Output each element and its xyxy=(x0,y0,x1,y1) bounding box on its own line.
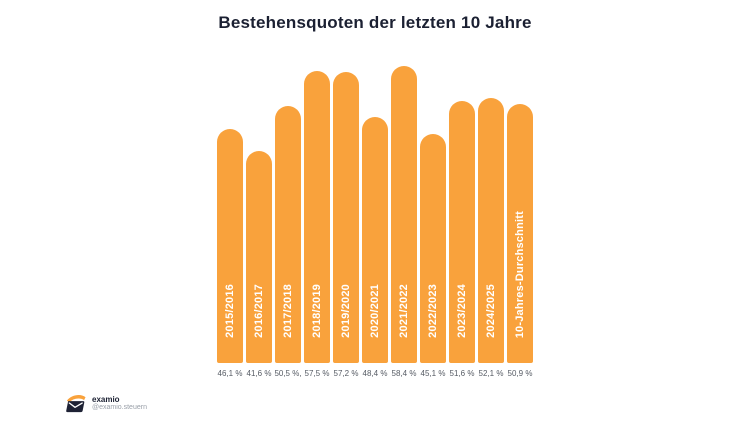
bar-value-label: 45,1 % xyxy=(420,369,446,378)
bar: 2022/2023 xyxy=(420,133,446,363)
bar: 2021/2022 xyxy=(391,66,417,363)
bar-category-label: 2024/2025 xyxy=(485,284,497,338)
bar-slot: 10-Jahres-Durchschnitt 50,9 % xyxy=(507,66,533,382)
bar-slot: 2015/2016 46,1 % xyxy=(217,66,243,382)
bar: 2018/2019 xyxy=(304,70,330,363)
bar-category-label: 2016/2017 xyxy=(253,284,265,338)
bar: 2016/2017 xyxy=(246,151,272,363)
bar-chart: 2015/2016 46,1 % 2016/2017 41,6 % 2017/2018 5… xyxy=(0,66,750,382)
bar-value-label: 50,5 %, xyxy=(274,369,302,378)
bar-category-label: 2019/2020 xyxy=(340,284,352,338)
bar: 2020/2021 xyxy=(362,116,388,363)
bar-value-label: 57,5 % xyxy=(304,369,330,378)
bar-category-label: 10-Jahres-Durchschnitt xyxy=(514,210,526,338)
bar-value-label: 46,1 % xyxy=(217,369,243,378)
bar-category-label: 2021/2022 xyxy=(398,284,410,338)
bar-slot: 2020/2021 48,4 % xyxy=(362,66,388,382)
brand-footer: examio @examio.steuern xyxy=(64,393,147,414)
bar-value-label: 51,6 % xyxy=(449,369,475,378)
bar-value-label: 48,4 % xyxy=(362,369,388,378)
brand-text: examio @examio.steuern xyxy=(92,395,147,413)
bar-slot: 2018/2019 57,5 % xyxy=(304,66,330,382)
bar-slot: 2017/2018 50,5 %, xyxy=(274,66,302,382)
bar-slot: 2016/2017 41,6 % xyxy=(246,66,272,382)
bar-category-label: 2017/2018 xyxy=(282,284,294,338)
bar-category-label: 2018/2019 xyxy=(311,284,323,338)
bar-slot: 2024/2025 52,1 % xyxy=(478,66,504,382)
bar-slot: 2019/2020 57,2 % xyxy=(333,66,359,382)
bar-value-label: 50,9 % xyxy=(507,369,533,378)
examio-logo-icon xyxy=(64,393,87,414)
bar: 2024/2025 xyxy=(478,98,504,363)
bar-value-label: 52,1 % xyxy=(478,369,504,378)
brand-handle: @examio.steuern xyxy=(92,404,147,412)
bar-slot: 2021/2022 58,4 % xyxy=(391,66,417,382)
chart-title: Bestehensquoten der letzten 10 Jahre xyxy=(218,13,532,32)
bar: 10-Jahres-Durchschnitt xyxy=(507,104,533,363)
bar-value-label: 58,4 % xyxy=(391,369,417,378)
bar: 2015/2016 xyxy=(217,128,243,363)
bar-slot: 2022/2023 45,1 % xyxy=(420,66,446,382)
bar: 2019/2020 xyxy=(333,72,359,363)
brand-name: examio xyxy=(92,394,120,404)
bar-category-label: 2022/2023 xyxy=(427,284,439,338)
bar-category-label: 2023/2024 xyxy=(456,284,468,338)
bar-value-label: 57,2 % xyxy=(333,369,359,378)
bar-category-label: 2015/2016 xyxy=(224,284,236,338)
bar-category-label: 2020/2021 xyxy=(369,284,381,338)
bar: 2017/2018 xyxy=(275,106,301,363)
bar: 2023/2024 xyxy=(449,100,475,363)
bar-slot: 2023/2024 51,6 % xyxy=(449,66,475,382)
bar-value-label: 41,6 % xyxy=(246,369,272,378)
